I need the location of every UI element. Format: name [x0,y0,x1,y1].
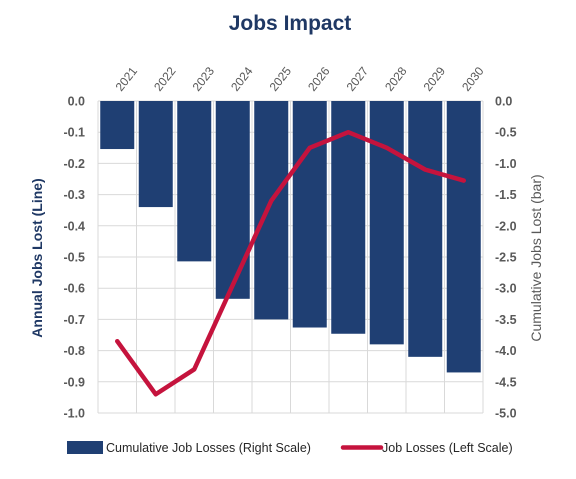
right-tick-label: -2.5 [495,251,517,265]
x-axis-ticks: 2021 2022 2023 2024 2025 2026 2027 2028 2029 2030 [113,64,487,94]
right-tick-label: -4.5 [495,375,517,389]
line-point-2021 [116,340,119,343]
left-tick-label: -0.3 [63,188,85,202]
legend-bar-label: Cumulative Job Losses (Right Scale) [106,441,311,455]
gridlines [97,100,484,414]
left-tick-label: -0.1 [63,126,85,140]
x-tick-label: 2027 [344,64,372,94]
job-losses-line [115,129,466,397]
bar-2025 [254,101,289,320]
left-axis-ticks: 0.0 -0.1 -0.2 -0.3 -0.4 -0.5 -0.6 -0.7 -0.8 -0.9 -… [63,95,85,421]
x-tick-label: 2029 [421,64,449,94]
x-tick-label: 2025 [267,64,295,94]
x-tick-label: 2023 [190,64,218,94]
right-tick-label: -3.0 [495,282,517,296]
line-series [115,129,466,397]
left-tick-label: -0.7 [63,313,85,327]
left-tick-label: -0.6 [63,282,85,296]
line-point-2027 [347,131,350,134]
legend-bar-swatch [67,441,103,454]
x-tick-label: 2021 [113,64,141,94]
right-axis-ticks: 0.0 -0.5 -1.0 -1.5 -2.0 -2.5 -3.0 -3.5 -4.0 -4.5 -… [495,95,517,421]
bar-2027 [331,101,366,334]
bar-2029 [408,101,443,357]
left-tick-label: -1.0 [63,407,85,421]
x-tick-label: 2028 [382,64,410,94]
right-tick-label: -1.5 [495,188,517,202]
left-tick-label: -0.5 [63,251,85,265]
line-point-2024 [231,284,234,287]
left-tick-label: -0.9 [63,375,85,389]
line-point-2023 [193,368,196,371]
legend: Cumulative Job Losses (Right Scale) Job … [67,441,513,455]
right-tick-label: -0.5 [495,126,517,140]
bar-2028 [369,101,404,345]
line-point-2030 [462,179,465,182]
bar-2030 [446,101,481,373]
right-axis-title: Cumulative Jobs Lost (bar) [528,174,544,341]
bar-2026 [292,101,327,328]
left-axis-title: Annual Jobs Lost (Line) [29,178,45,337]
right-tick-label: 0.0 [495,95,512,109]
left-tick-label: -0.2 [63,157,85,171]
left-tick-label: 0.0 [68,95,85,109]
bar-2022 [138,101,173,208]
x-tick-label: 2024 [228,64,256,94]
left-tick-label: -0.8 [63,344,85,358]
left-tick-label: -0.4 [63,219,85,233]
legend-line-label: Job Losses (Left Scale) [382,441,513,455]
right-tick-label: -3.5 [495,313,517,327]
bar-2024 [215,101,250,299]
line-point-2026 [308,146,311,149]
chart-title: Jobs Impact [229,12,352,35]
line-point-2022 [154,393,157,396]
line-point-2025 [270,199,273,202]
x-tick-label: 2026 [305,64,333,94]
line-point-2028 [385,146,388,149]
bar-series [100,101,481,373]
right-tick-label: -5.0 [495,407,517,421]
right-tick-label: -2.0 [495,219,517,233]
x-tick-label: 2030 [459,64,487,94]
bar-2021 [100,101,135,150]
line-point-2029 [424,168,427,171]
right-tick-label: -1.0 [495,157,517,171]
right-tick-label: -4.0 [495,344,517,358]
x-tick-label: 2022 [151,64,179,94]
bar-2023 [177,101,212,262]
